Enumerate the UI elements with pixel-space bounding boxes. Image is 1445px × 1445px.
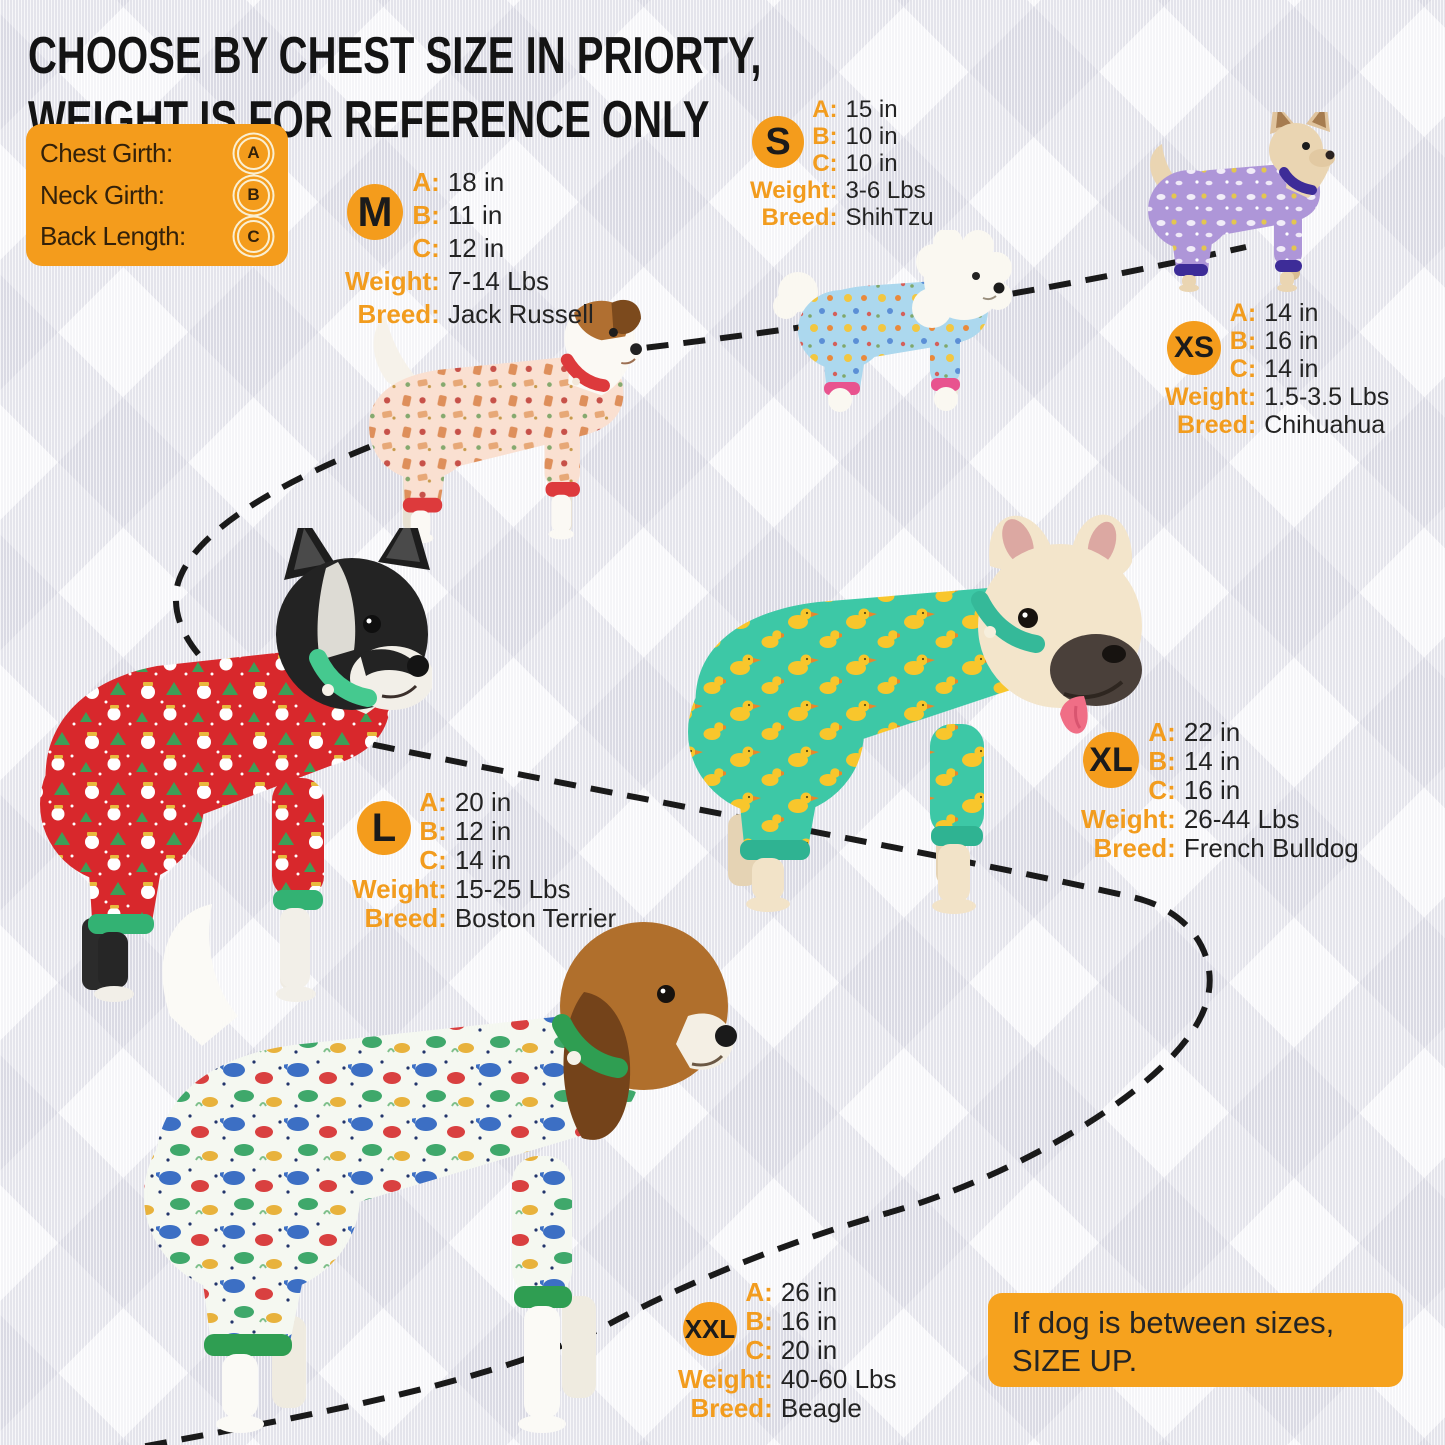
value-neck: 14 in — [1183, 746, 1241, 776]
legend-label-back: Back Length: — [40, 221, 186, 252]
label-chest: A: — [812, 95, 838, 123]
value-chest: 22 in — [1183, 717, 1241, 747]
value-back: 14 in — [454, 845, 512, 875]
dog-photo-s-shihtzu — [773, 230, 1012, 412]
circled-b-icon: B — [237, 178, 270, 212]
dog-photo-xxl-beagle — [144, 904, 737, 1433]
size-block-xs: XS A: 14 in B: 16 in C: 14 in Weight: 1.5-3.… — [1165, 299, 1389, 439]
value-breed: Jack Russell — [447, 299, 594, 329]
label-chest: A: — [1229, 298, 1257, 327]
label-weight: Weight: — [1165, 382, 1257, 411]
size-block-m: M A: 18 in B: 11 in C: 12 in Weight: 7-14 Lb… — [345, 166, 594, 331]
label-weight: Weight: — [678, 1364, 773, 1394]
value-back: 10 in — [845, 149, 898, 177]
value-neck: 11 in — [447, 200, 503, 230]
value-weight: 15-25 Lbs — [454, 874, 571, 904]
value-weight: 40-60 Lbs — [780, 1364, 897, 1394]
size-badge-xl: XL — [1083, 732, 1139, 788]
dog-photo-l-boston-terrier — [40, 528, 432, 1002]
label-back: C: — [419, 845, 447, 875]
title-line-1: CHOOSE BY CHEST SIZE IN PRIORTY, — [28, 27, 762, 85]
label-neck: B: — [1229, 326, 1257, 355]
value-back: 12 in — [447, 233, 505, 263]
value-neck: 10 in — [845, 122, 898, 150]
size-up-note: If dog is between sizes, SIZE UP. — [988, 1293, 1403, 1387]
legend-label-chest: Chest Girth: — [40, 137, 173, 168]
size-block-xxl: XXL A: 26 in B: 16 in C: 20 in Weight: 40-60… — [678, 1277, 897, 1423]
label-chest: A: — [412, 167, 440, 197]
value-breed: ShihTzu — [845, 203, 934, 231]
value-chest: 18 in — [447, 167, 505, 197]
value-neck: 12 in — [454, 816, 512, 846]
size-badge-xxl: XXL — [683, 1302, 737, 1356]
size-badge-xs: XS — [1167, 321, 1221, 375]
label-breed: Breed: — [364, 903, 447, 933]
label-breed: Breed: — [1093, 833, 1176, 863]
label-chest: A: — [1148, 717, 1176, 747]
note-line-1: If dog is between sizes, — [1012, 1305, 1335, 1340]
value-weight: 1.5-3.5 Lbs — [1264, 382, 1390, 411]
label-back: C: — [812, 149, 838, 177]
value-chest: 26 in — [780, 1277, 838, 1307]
circled-a-icon: A — [237, 136, 270, 170]
value-weight: 7-14 Lbs — [447, 266, 550, 296]
size-badge-m: M — [347, 184, 403, 240]
dog-photo-m-jack-russell — [369, 299, 642, 543]
legend-row-neck: Neck Girth: B — [40, 178, 274, 212]
value-neck: 16 in — [1264, 326, 1319, 355]
value-back: 14 in — [1264, 354, 1319, 383]
label-weight: Weight: — [345, 266, 440, 296]
label-back: C: — [1229, 354, 1257, 383]
page-title: CHOOSE BY CHEST SIZE IN PRIORTY, WEIGHT … — [28, 24, 761, 152]
label-neck: B: — [412, 200, 440, 230]
value-chest: 15 in — [845, 95, 898, 123]
label-breed: Breed: — [761, 203, 838, 231]
label-neck: B: — [812, 122, 838, 150]
label-breed: Breed: — [357, 299, 440, 329]
label-breed: Breed: — [1177, 410, 1257, 439]
value-breed: Boston Terrier — [454, 903, 617, 933]
legend-row-back: Back Length: C — [40, 220, 274, 254]
label-back: C: — [412, 233, 440, 263]
value-weight: 3-6 Lbs — [845, 176, 926, 204]
value-neck: 16 in — [780, 1306, 838, 1336]
dog-photo-xl-french-bulldog — [688, 514, 1142, 914]
label-weight: Weight: — [352, 874, 447, 904]
value-back: 16 in — [1183, 775, 1241, 805]
label-neck: B: — [419, 816, 447, 846]
label-neck: B: — [1148, 746, 1176, 776]
size-block-l: L A: 20 in B: 12 in C: 14 in Weight: 15-25 L… — [352, 787, 617, 933]
label-chest: A: — [745, 1277, 773, 1307]
value-back: 20 in — [780, 1335, 838, 1365]
size-badge-l: L — [357, 801, 411, 855]
size-block-s: S A: 15 in B: 10 in C: 10 in Weight: 3-6 Lbs… — [750, 96, 934, 231]
label-neck: B: — [745, 1306, 773, 1336]
dog-photo-xs-chihuahua — [1148, 112, 1335, 292]
label-back: C: — [745, 1335, 773, 1365]
value-chest: 20 in — [454, 787, 512, 817]
label-breed: Breed: — [690, 1393, 773, 1423]
measurement-legend: Chest Girth: A Neck Girth: B Back Length… — [26, 124, 288, 266]
value-breed: Beagle — [780, 1393, 862, 1423]
note-line-2: SIZE UP. — [1012, 1343, 1138, 1378]
label-weight: Weight: — [1081, 804, 1176, 834]
value-chest: 14 in — [1264, 298, 1319, 327]
label-chest: A: — [419, 787, 447, 817]
legend-label-neck: Neck Girth: — [40, 179, 165, 210]
label-weight: Weight: — [750, 176, 838, 204]
value-breed: French Bulldog — [1183, 833, 1359, 863]
value-breed: Chihuahua — [1264, 410, 1386, 439]
legend-row-chest: Chest Girth: A — [40, 136, 274, 170]
circled-c-icon: C — [237, 220, 270, 254]
value-weight: 26-44 Lbs — [1183, 804, 1300, 834]
size-block-xl: XL A: 22 in B: 14 in C: 16 in Weight: 26-44 … — [1081, 717, 1359, 863]
label-back: C: — [1148, 775, 1176, 805]
size-badge-s: S — [752, 116, 804, 168]
